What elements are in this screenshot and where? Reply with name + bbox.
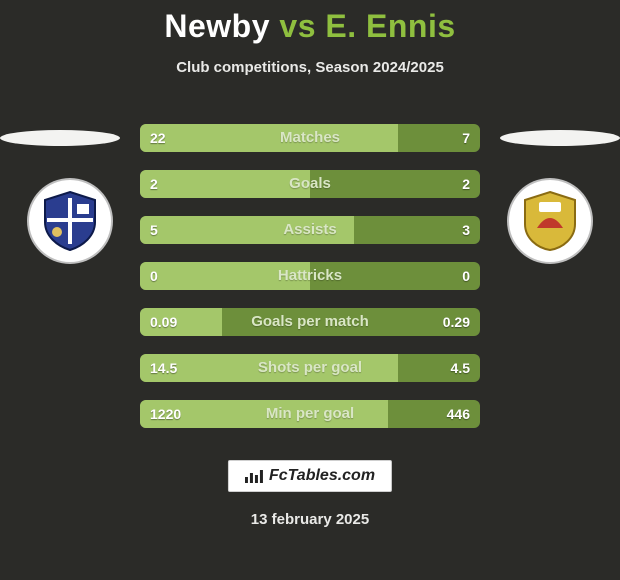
- subtitle: Club competitions, Season 2024/2025: [0, 59, 620, 76]
- stat-value-right: 446: [437, 400, 480, 428]
- stat-row: Matches22 7: [140, 124, 480, 152]
- stat-value-left: 0: [140, 262, 168, 290]
- right-club-crest: [507, 178, 593, 264]
- stat-label: Goals: [140, 170, 480, 198]
- brand-text: FcTables.com: [269, 467, 375, 485]
- chart-icon: [245, 469, 263, 483]
- stat-value-left: 1220: [140, 400, 191, 428]
- left-name-band: [0, 130, 120, 146]
- stat-value-left: 14.5: [140, 354, 187, 382]
- stat-label: Hattricks: [140, 262, 480, 290]
- stat-value-right: 4.5: [441, 354, 480, 382]
- stat-row: Shots per goal14.5 4.5: [140, 354, 480, 382]
- stats-container: Matches227Goals22Assists53Hattricks00Goa…: [140, 124, 480, 446]
- brand-badge: FcTables.com: [228, 460, 392, 492]
- stat-value-left: 22: [140, 124, 176, 152]
- stat-label: Goals per match: [140, 308, 480, 336]
- stat-value-right: 0.29: [433, 308, 480, 336]
- stat-value-right: 2: [452, 170, 480, 198]
- vs-text: vs: [279, 8, 316, 44]
- stat-value-right: 0: [452, 262, 480, 290]
- stat-row: Goals2 2: [140, 170, 480, 198]
- stat-label: Matches: [140, 124, 480, 152]
- stat-row: Min per goal1220446: [140, 400, 480, 428]
- stat-label: Shots per goal: [140, 354, 480, 382]
- left-club-crest: [27, 178, 113, 264]
- stat-value-left: 5: [140, 216, 168, 244]
- stat-value-right: 7: [452, 124, 480, 152]
- player2-name: E. Ennis: [325, 8, 455, 44]
- page-title: Newby vs E. Ennis: [0, 0, 620, 45]
- stat-row: Assists5 3: [140, 216, 480, 244]
- stat-value-right: 3: [452, 216, 480, 244]
- stat-value-left: 2: [140, 170, 168, 198]
- shield-icon: [517, 188, 583, 254]
- player1-name: Newby: [164, 8, 270, 44]
- shield-icon: [37, 188, 103, 254]
- date-text: 13 february 2025: [0, 511, 620, 528]
- stat-value-left: 0.09: [140, 308, 187, 336]
- right-name-band: [500, 130, 620, 146]
- stat-row: Hattricks0 0: [140, 262, 480, 290]
- stat-label: Assists: [140, 216, 480, 244]
- stat-row: Goals per match0.09 0.29: [140, 308, 480, 336]
